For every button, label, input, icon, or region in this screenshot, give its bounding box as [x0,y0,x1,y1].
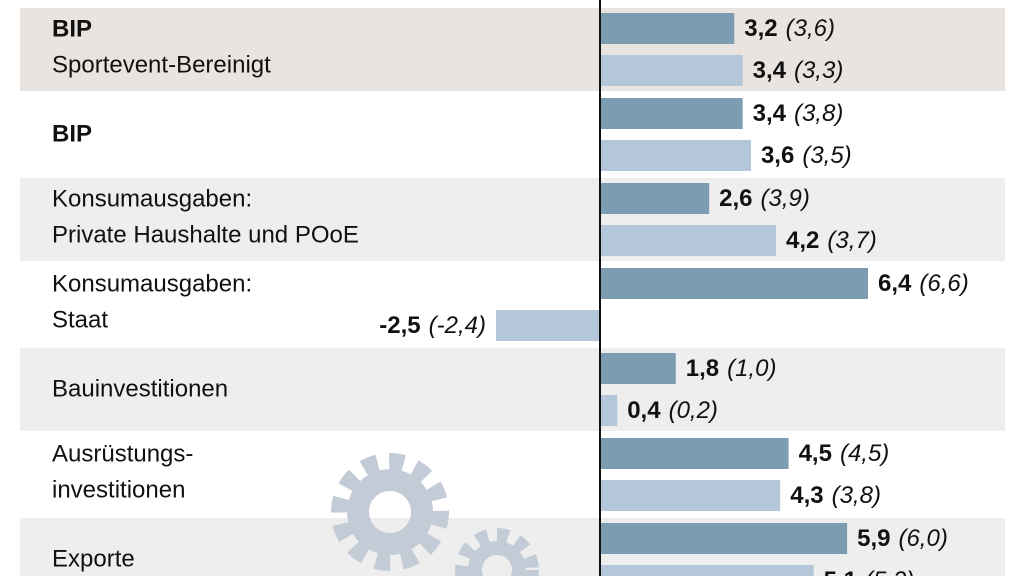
value: 4,2 [786,227,819,254]
value: 5,9 [857,525,890,552]
value-label: 3,6 (3,5) [761,142,852,169]
category-label: Konsumausgaben: [52,185,252,212]
value: 4,3 [790,482,823,509]
row-band [20,348,1005,431]
plot: BIP Sportevent-Bereinigt 3,2 (3,6) 3,4 (3,3) B… [52,13,969,581]
previous-value: (0,2) [669,397,718,424]
value-label: 6,4 (6,6) [878,270,969,297]
category-label: Ausrüstungs- [52,440,193,467]
row-band [20,178,1005,261]
previous-value: (3,5) [802,142,851,169]
value-label: 4,5 (4,5) [799,440,890,467]
value: 0,4 [627,397,661,424]
category-label: Exporte [52,545,135,572]
bar [600,523,848,554]
bar [600,353,676,384]
value: 3,4 [753,100,787,127]
value: 3,6 [761,142,794,169]
bar [600,225,777,256]
previous-value: (6,0) [898,525,947,552]
value-label: 4,3 (3,8) [790,482,881,509]
bar [600,480,781,511]
value: 4,5 [799,440,832,467]
bar [496,310,601,341]
previous-value: (3,8) [832,482,881,509]
bar [600,98,743,129]
value-label: 3,4 (3,8) [753,100,844,127]
category-label: Private Haushalte und POoE [52,221,359,248]
value-label: 1,8 (1,0) [686,355,777,382]
value-label: 0,4 (0,2) [627,397,718,424]
bar [600,268,868,299]
bar [600,183,710,214]
previous-value: (6,6) [919,270,968,297]
category-label: Staat [52,306,108,333]
gear-icons [331,453,539,581]
row-band [20,93,1005,176]
bar [600,140,751,171]
value-label: 4,2 (3,7) [786,227,877,254]
bar [600,13,735,44]
value-label: 2,6 (3,9) [719,185,810,212]
value: 1,8 [686,355,719,382]
previous-value: (5,2) [865,567,914,576]
bar [600,565,814,581]
value-label: 3,4 (3,3) [753,57,844,84]
value: 5,1 [824,567,857,576]
previous-value: (4,5) [840,440,889,467]
previous-value: (1,0) [727,355,776,382]
previous-value: (3,8) [794,100,843,127]
value: 3,2 [744,15,777,42]
value: -2,5 [379,312,420,339]
bar [600,438,789,469]
previous-value: (3,7) [827,227,876,254]
row-band [20,8,1005,91]
value-label: 3,2 (3,6) [744,15,835,42]
value: 2,6 [719,185,752,212]
category-label: Sportevent-Bereinigt [52,51,271,78]
value: 3,4 [753,57,787,84]
previous-value: (3,3) [794,57,843,84]
bar [600,395,618,426]
category-label: Bauinvestitionen [52,375,228,402]
category-label: BIP [52,15,92,42]
previous-value: (-2,4) [429,312,486,339]
value-label: -2,5 (-2,4) [379,312,486,339]
category-label: BIP [52,120,92,147]
bar [600,55,743,86]
previous-value: (3,6) [786,15,835,42]
row-band [20,433,1005,516]
value-label: 5,1 (5,2) [824,567,915,576]
category-label: investitionen [52,476,185,503]
value: 6,4 [878,270,912,297]
value-label: 5,9 (6,0) [857,525,948,552]
category-label: Konsumausgaben: [52,270,252,297]
previous-value: (3,9) [761,185,810,212]
